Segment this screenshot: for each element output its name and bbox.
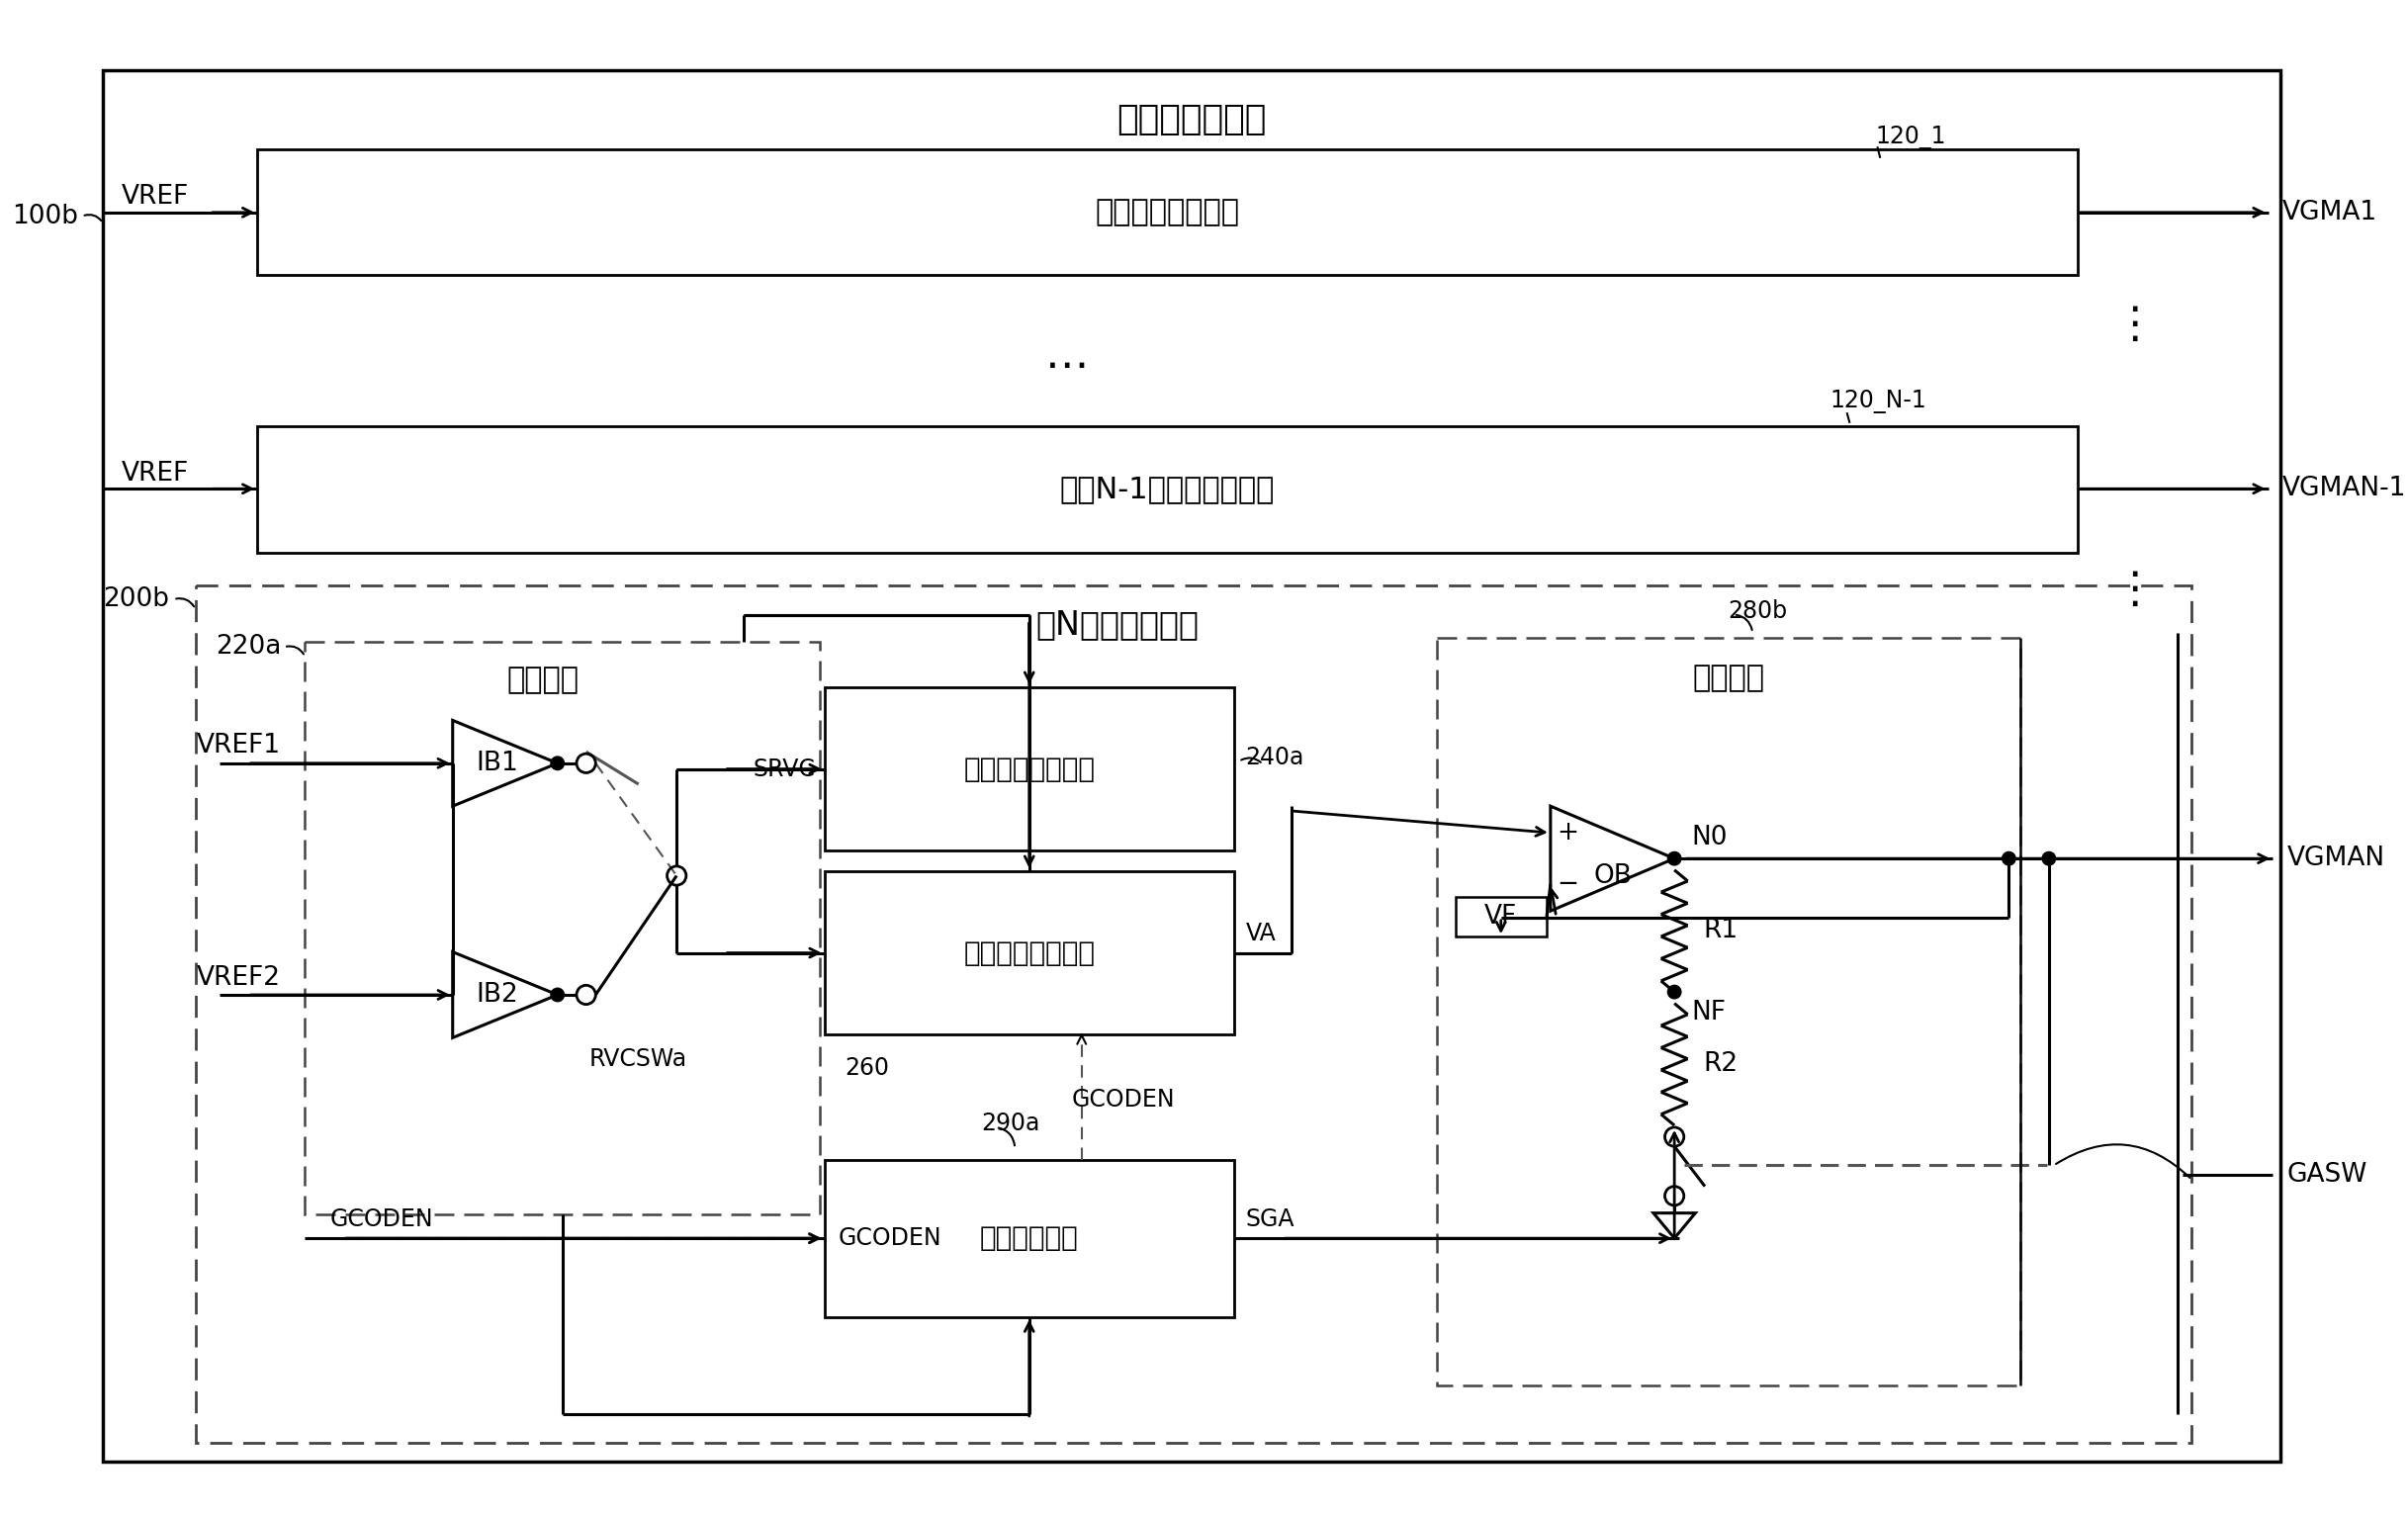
Text: RVCSWa: RVCSWa xyxy=(590,1048,686,1072)
Bar xyxy=(824,1160,1235,1317)
Text: IB1: IB1 xyxy=(477,750,518,776)
Text: 数字模拟转换电路: 数字模拟转换电路 xyxy=(963,938,1096,967)
Text: GCODEN: GCODEN xyxy=(1072,1088,1175,1111)
Text: 100b: 100b xyxy=(12,203,77,229)
Text: GCODEN: GCODEN xyxy=(330,1207,433,1231)
Text: VREF2: VREF2 xyxy=(195,964,279,990)
Text: SRVC: SRVC xyxy=(754,756,814,781)
Text: VGMAN: VGMAN xyxy=(2288,846,2386,872)
Text: 第N伽马产生电路: 第N伽马产生电路 xyxy=(1035,609,1199,641)
Circle shape xyxy=(1669,985,1681,999)
Text: NF: NF xyxy=(1690,1001,1727,1026)
Text: 200b: 200b xyxy=(104,587,169,612)
Text: 第一伽马产生电路: 第一伽马产生电路 xyxy=(1096,199,1240,227)
Text: IB2: IB2 xyxy=(477,982,518,1008)
Text: 220a: 220a xyxy=(214,634,282,659)
Text: R1: R1 xyxy=(1702,919,1739,944)
FancyArrowPatch shape xyxy=(2056,1145,2189,1178)
Text: VGMA1: VGMA1 xyxy=(2283,200,2377,226)
Text: SGA: SGA xyxy=(1245,1207,1296,1231)
Text: 280b: 280b xyxy=(1727,599,1787,623)
Text: −: − xyxy=(1556,872,1580,897)
Circle shape xyxy=(551,756,563,770)
Circle shape xyxy=(2042,852,2056,866)
Text: VA: VA xyxy=(1245,922,1276,946)
Bar xyxy=(1457,896,1546,937)
Text: 240a: 240a xyxy=(1245,746,1305,770)
Text: ⋮: ⋮ xyxy=(2112,303,2158,346)
Text: ⋯: ⋯ xyxy=(1045,344,1088,387)
Text: R2: R2 xyxy=(1702,1052,1739,1078)
Text: 260: 260 xyxy=(845,1057,889,1079)
Text: 第（N-1）伽马产生电路: 第（N-1）伽马产生电路 xyxy=(1060,475,1274,503)
FancyArrowPatch shape xyxy=(1736,615,1753,631)
Text: 输入电路: 输入电路 xyxy=(508,666,580,694)
Text: VREF1: VREF1 xyxy=(195,734,279,760)
Circle shape xyxy=(551,988,563,1002)
Text: 290a: 290a xyxy=(980,1111,1040,1135)
Text: VREF: VREF xyxy=(120,185,190,211)
Bar xyxy=(195,585,2191,1443)
FancyArrowPatch shape xyxy=(1240,758,1262,763)
FancyArrowPatch shape xyxy=(84,215,101,221)
Bar xyxy=(824,870,1235,1035)
Text: 伽马电压产生器: 伽马电压产生器 xyxy=(1117,103,1267,136)
Text: GASW: GASW xyxy=(2288,1163,2367,1187)
Bar xyxy=(306,643,819,1214)
Text: 120_1: 120_1 xyxy=(1876,126,1946,149)
Bar xyxy=(258,426,2078,553)
Text: N0: N0 xyxy=(1690,825,1727,850)
FancyArrowPatch shape xyxy=(176,599,195,606)
Text: 基准电压选择电路: 基准电压选择电路 xyxy=(963,755,1096,782)
Text: 增益控制电路: 增益控制电路 xyxy=(980,1225,1079,1252)
Bar xyxy=(824,687,1235,850)
Text: VREF: VREF xyxy=(120,461,190,487)
Bar xyxy=(1438,637,2020,1386)
FancyArrowPatch shape xyxy=(999,1128,1014,1146)
Text: 120_N-1: 120_N-1 xyxy=(1830,390,1926,412)
Text: +: + xyxy=(1556,820,1580,846)
Bar xyxy=(258,150,2078,276)
Text: GCODEN: GCODEN xyxy=(838,1226,942,1251)
Text: ⋮: ⋮ xyxy=(2112,568,2158,611)
FancyArrowPatch shape xyxy=(287,646,303,653)
Circle shape xyxy=(2001,852,2015,866)
Text: VF: VF xyxy=(1483,904,1517,929)
Circle shape xyxy=(1669,852,1681,866)
Text: 输出电路: 输出电路 xyxy=(1693,664,1765,693)
Text: OB: OB xyxy=(1594,863,1633,888)
Text: VGMAN-1: VGMAN-1 xyxy=(2283,476,2406,502)
